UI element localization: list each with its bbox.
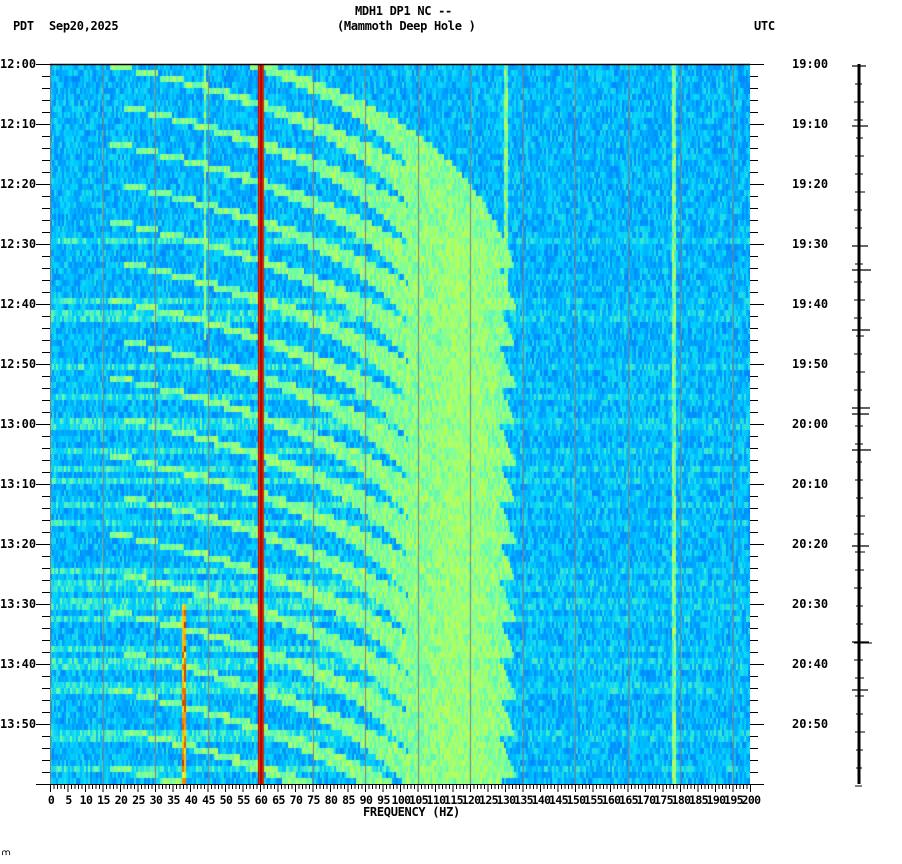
x-tick-label: 115 [444,793,464,807]
y-tick-label-right: 19:10 [792,117,829,131]
x-tick-label: 75 [307,793,320,807]
y-tick-label-left: 12:20 [0,177,37,191]
x-tick-label: 20 [114,793,128,807]
corner-mark-icon: ⩋ [2,848,10,857]
x-tick-label: 145 [549,793,569,807]
x-tick-label: 60 [254,793,268,807]
x-tick-label: 160 [601,793,622,807]
x-tick-label: 40 [184,793,198,807]
x-tick-label: 130 [496,793,517,807]
x-tick-label: 100 [391,793,412,807]
seismogram-trace [852,64,872,787]
x-tick-label: 95 [377,793,390,807]
x-tick-label: 120 [461,793,482,807]
x-tick-label: 180 [671,793,692,807]
y-tick-label-left: 12:10 [0,117,37,131]
y-tick-label-right: 19:00 [792,57,829,71]
y-tick-label-left: 13:00 [0,417,37,431]
x-tick-label: 190 [706,793,727,807]
y-tick-label-right: 19:20 [792,177,829,191]
x-tick-label: 55 [237,793,250,807]
x-tick-label: 50 [219,793,233,807]
x-tick-label: 25 [132,793,145,807]
x-tick-label: 70 [289,793,303,807]
y-tick-label-right: 20:10 [792,477,829,491]
x-tick-label: 200 [741,793,762,807]
y-tick-label-left: 12:50 [0,357,37,371]
x-tick-label: 155 [584,793,604,807]
y-tick-label-right: 20:20 [792,537,829,551]
y-tick-label-left: 13:30 [0,597,37,611]
y-tick-label-right: 20:30 [792,597,829,611]
x-tick-label: 165 [619,793,639,807]
x-tick-label: 30 [149,793,163,807]
left-timezone-label: PDT [13,19,34,33]
y-tick-label-left: 12:40 [0,297,37,311]
spectrogram-heatmap [50,64,750,784]
x-tick-label: 135 [514,793,534,807]
y-tick-label-right: 20:50 [792,717,829,731]
x-tick-label: 0 [47,793,55,807]
x-tick-label: 90 [359,793,373,807]
y-tick-label-left: 13:50 [0,717,37,731]
station-title: MDH1 DP1 NC -- [355,4,452,18]
y-tick-label-left: 13:10 [0,477,37,491]
x-tick-label: 185 [689,793,709,807]
x-tick-label: 170 [636,793,657,807]
y-tick-label-right: 19:30 [792,237,829,251]
x-tick-label: 125 [479,793,499,807]
x-tick-label: 5 [65,793,72,807]
x-tick-label: 140 [531,793,552,807]
right-timezone-label: UTC [754,19,775,33]
x-tick-label: 10 [79,793,93,807]
x-tick-label: 175 [654,793,674,807]
date-label: Sep20,2025 [49,19,119,33]
x-tick-label: 195 [724,793,744,807]
x-tick-label: 15 [97,793,110,807]
y-tick-label-left: 13:20 [0,537,37,551]
y-tick-label-right: 20:00 [792,417,829,431]
x-tick-label: 110 [426,793,447,807]
y-tick-label-left: 13:40 [0,657,37,671]
y-tick-label-right: 20:40 [792,657,829,671]
x-tick-label: 35 [167,793,180,807]
x-tick-label: 45 [202,793,215,807]
x-tick-label: 105 [409,793,429,807]
x-tick-label: 65 [272,793,285,807]
y-tick-label-left: 12:30 [0,237,37,251]
y-tick-label-right: 19:40 [792,297,829,311]
y-tick-label-left: 12:00 [0,57,37,71]
x-tick-label: 150 [566,793,587,807]
y-tick-label-right: 19:50 [792,357,829,371]
x-tick-label: 85 [342,793,355,807]
station-name: (Mammoth Deep Hole ) [337,19,476,33]
x-tick-label: 80 [324,793,338,807]
x-axis-title: FREQUENCY (HZ) [363,805,460,819]
